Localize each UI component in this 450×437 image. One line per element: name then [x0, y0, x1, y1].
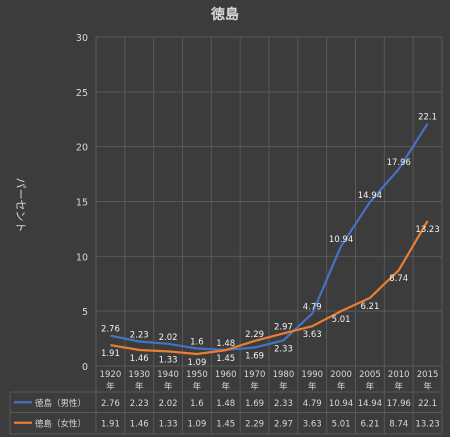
chart-title: 徳島 — [210, 6, 239, 23]
category-label: 1940 — [157, 370, 179, 380]
data-label: 5.01 — [332, 315, 351, 325]
table-value: 2.02 — [159, 399, 178, 409]
table-value: 22.1 — [418, 399, 437, 409]
y-tick-label: 25 — [76, 88, 88, 99]
table-value: 3.63 — [303, 419, 322, 429]
table-value: 8.74 — [389, 419, 408, 429]
category-label: 2015 — [417, 370, 439, 380]
category-unit: 年 — [193, 381, 202, 392]
data-label: 2.76 — [101, 325, 120, 335]
data-table: 1920年1930年1940年1950年1960年1970年1980年1990年… — [9, 370, 442, 435]
series-line — [110, 220, 429, 356]
category-label: 1930 — [128, 370, 150, 380]
table-value: 2.76 — [101, 399, 120, 409]
data-label: 10.94 — [329, 235, 353, 245]
data-label: 1.91 — [101, 349, 120, 359]
data-label: 17.96 — [387, 158, 411, 168]
table-value: 2.33 — [274, 399, 293, 409]
table-value: 10.94 — [329, 399, 353, 409]
data-label: 1.33 — [159, 355, 178, 365]
category-unit: 年 — [308, 381, 317, 392]
y-tick-label: 20 — [76, 143, 88, 154]
y-tick-label: 15 — [76, 198, 88, 209]
y-tick-label: 30 — [76, 33, 88, 44]
table-value: 13.23 — [415, 419, 439, 429]
table-value: 6.21 — [360, 419, 379, 429]
category-label: 2005 — [359, 370, 381, 380]
data-label: 2.33 — [274, 344, 293, 354]
table-value: 1.69 — [245, 399, 264, 409]
table-value: 1.45 — [216, 419, 235, 429]
category-label: 1920 — [100, 370, 122, 380]
category-unit: 年 — [135, 381, 144, 392]
series-line — [110, 123, 429, 351]
y-tick-label: 10 — [76, 252, 88, 263]
legend-label: 徳島（男性） — [35, 398, 86, 409]
data-label: 1.48 — [216, 339, 235, 349]
table-value: 17.96 — [387, 399, 411, 409]
data-label: 3.63 — [303, 330, 322, 340]
data-label: 2.02 — [159, 333, 178, 343]
category-unit: 年 — [164, 381, 173, 392]
category-label: 2000 — [330, 370, 352, 380]
data-label: 2.23 — [130, 331, 149, 341]
data-label: 8.74 — [389, 274, 408, 284]
category-label: 1990 — [301, 370, 323, 380]
table-value: 1.48 — [216, 399, 235, 409]
data-label: 1.6 — [190, 337, 204, 347]
data-label: 2.97 — [274, 322, 293, 332]
table-value: 4.79 — [303, 399, 322, 409]
category-label: 1960 — [215, 370, 237, 380]
data-label: 4.79 — [303, 302, 322, 312]
y-tick-labels: 0 5 10 15 20 25 30 — [76, 33, 88, 373]
table-value: 1.91 — [101, 419, 120, 429]
data-label: 2.29 — [245, 330, 264, 340]
gridlines — [95, 36, 443, 434]
category-unit: 年 — [423, 381, 432, 392]
data-label: 1.45 — [216, 354, 235, 364]
series-lines — [110, 123, 429, 356]
category-unit: 年 — [366, 381, 375, 392]
table-value: 5.01 — [332, 419, 351, 429]
table-value: 1.09 — [187, 419, 206, 429]
table-value: 1.6 — [190, 399, 204, 409]
category-label: 1980 — [273, 370, 295, 380]
data-labels: 2.76 2.23 2.02 1.6 1.48 1.69 2.33 4.79 10.94 14.9… — [101, 113, 440, 368]
category-label: 2010 — [388, 370, 410, 380]
table-value: 2.97 — [274, 419, 293, 429]
data-label: 1.46 — [130, 354, 149, 364]
data-label: 22.1 — [418, 113, 437, 123]
data-label: 1.09 — [187, 358, 206, 368]
table-value: 14.94 — [358, 399, 382, 409]
data-label: 1.69 — [245, 351, 264, 361]
legend-label: 徳島（女性） — [35, 418, 86, 429]
table-value: 1.33 — [159, 419, 178, 429]
category-unit: 年 — [250, 381, 259, 392]
category-unit: 年 — [337, 381, 346, 392]
y-axis-label: パーセント — [14, 178, 27, 233]
y-tick-label: 5 — [82, 307, 88, 318]
table-value: 1.46 — [130, 419, 149, 429]
table-value: 2.29 — [245, 419, 264, 429]
table-value: 2.23 — [130, 399, 149, 409]
data-label: 6.21 — [360, 302, 379, 312]
category-label: 1950 — [186, 370, 208, 380]
data-label: 13.23 — [415, 225, 439, 235]
category-unit: 年 — [221, 381, 230, 392]
category-unit: 年 — [106, 381, 115, 392]
category-label: 1970 — [244, 370, 266, 380]
category-unit: 年 — [394, 381, 403, 392]
y-tick-label: 0 — [82, 362, 88, 373]
data-label: 14.94 — [358, 191, 382, 201]
category-unit: 年 — [279, 381, 288, 392]
